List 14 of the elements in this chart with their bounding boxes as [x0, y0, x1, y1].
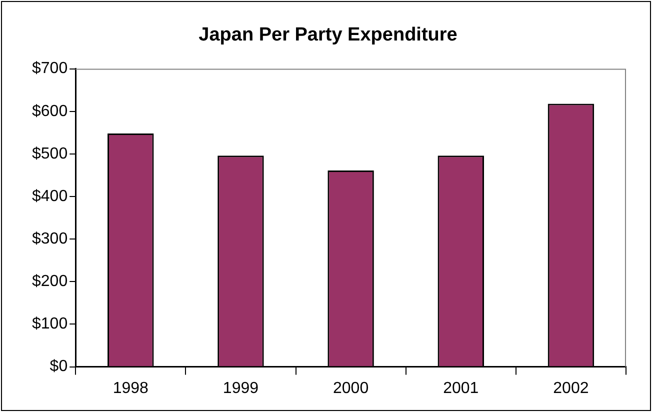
y-tick-label: $0 [50, 358, 68, 376]
y-tick-label: $500 [32, 145, 68, 162]
y-tick-label: $100 [32, 316, 68, 333]
y-tick-label: $200 [32, 273, 68, 290]
y-tick-label: $700 [32, 60, 68, 78]
x-tick-label: 2002 [553, 380, 589, 397]
y-tick-label: $400 [32, 188, 68, 205]
x-tick-label: 1999 [222, 380, 259, 397]
y-tick-label: $600 [32, 102, 68, 120]
x-tick-label: 1998 [112, 380, 149, 397]
y-tick-label: $300 [32, 230, 68, 248]
x-tick-label: 2001 [443, 380, 479, 397]
x-tick-label: 2000 [333, 380, 369, 397]
chart-title: Japan Per Party Expenditure [198, 24, 458, 46]
